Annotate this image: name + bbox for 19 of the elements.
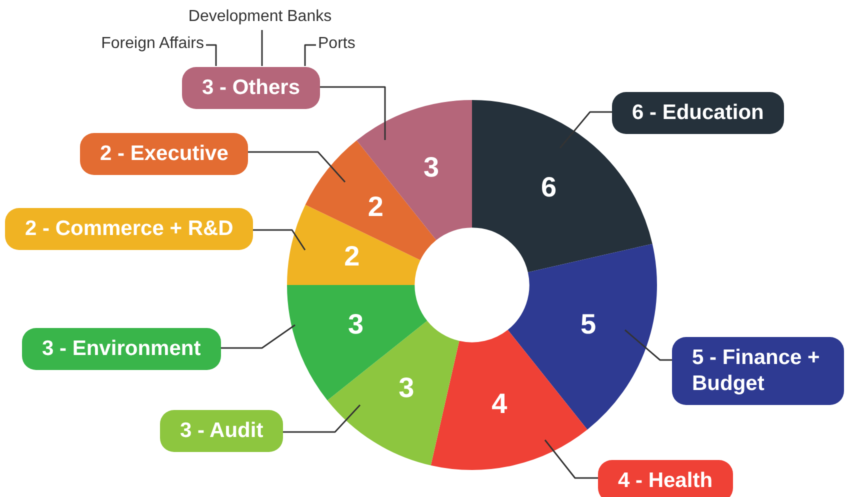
slice-label: 6 - Education <box>612 92 784 134</box>
text: Development Banks <box>188 8 332 26</box>
slice-label: 3 - Environment <box>22 328 221 370</box>
data-label: 6 <box>541 171 557 202</box>
data-label: 2 <box>344 240 360 272</box>
data-label: 4 <box>492 388 508 419</box>
data-label: 5 <box>580 308 596 340</box>
slice-label: 2 - Executive <box>80 133 248 175</box>
slice-label: 4 - Health <box>598 460 733 497</box>
slice-label: 5 - Finance + Budget <box>672 337 844 405</box>
text: Foreign Affairs <box>101 35 204 53</box>
data-label: 3 <box>424 151 440 182</box>
data-label: 3 <box>398 372 414 404</box>
slice-label: 3 - Others <box>182 67 320 109</box>
text: Ports <box>318 35 356 53</box>
data-label: 3 <box>348 308 364 340</box>
data-label: 2 <box>368 190 384 222</box>
slice-label: 2 - Commerce + R&D <box>5 208 254 250</box>
slice-label: 3 - Audit <box>160 410 284 452</box>
